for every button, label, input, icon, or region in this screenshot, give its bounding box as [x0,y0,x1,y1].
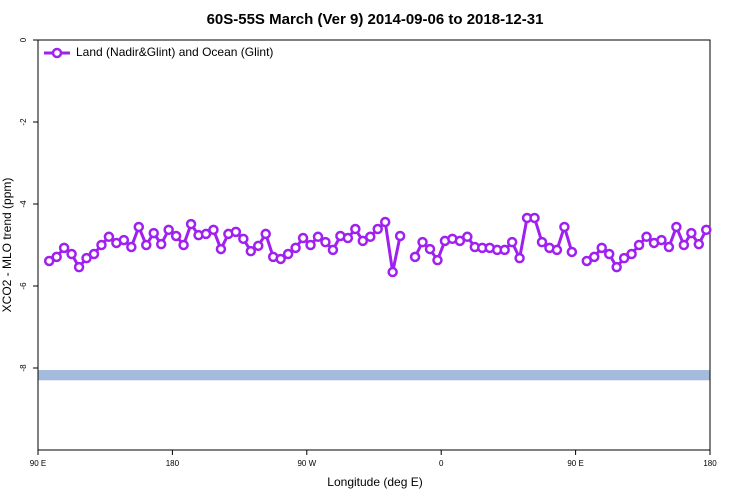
point [215,243,227,255]
point [290,242,301,254]
chart-title: 60S-55S March (Ver 9) 2014-09-06 to 2018… [207,11,544,28]
point [536,236,548,248]
point [559,221,570,233]
point [81,252,92,264]
point [185,218,197,230]
point [43,255,55,267]
y-axis-label: XCO2 - MLO trend (ppm) [0,178,14,313]
point [394,230,406,242]
point [462,231,473,243]
point [379,216,391,228]
point [260,228,271,240]
point [58,242,70,254]
point [275,253,286,265]
point [611,261,622,273]
point [118,234,130,246]
point [603,248,615,260]
y-tick-label: -6 [19,282,28,290]
point [626,248,637,260]
x-tick-label: 180 [703,459,717,468]
point [686,227,697,239]
point [678,239,690,251]
point [529,212,540,224]
point [409,251,421,263]
point [208,224,219,236]
x-tick-label: 90 W [297,459,316,468]
point [701,224,712,236]
point [589,251,600,263]
point [514,252,525,264]
point [170,230,182,242]
point [618,252,630,264]
point [253,240,264,252]
y-tick-label: -2 [19,118,28,126]
point [633,239,645,251]
legend-marker [51,47,63,59]
point [432,254,443,266]
point [305,239,316,251]
series-line [413,216,574,264]
point [551,244,563,256]
point [350,223,361,235]
point [282,248,294,260]
point [312,231,324,243]
point [230,226,242,238]
point [693,238,705,250]
point [320,236,331,248]
plot-frame [37,39,711,451]
point [581,255,593,267]
band [38,370,710,381]
x-tick-label: 90 E [567,459,583,468]
point [245,245,257,257]
point [357,235,369,247]
y-tick-label: -8 [19,364,28,372]
point [73,261,85,273]
point [671,221,682,233]
point [178,239,189,251]
point [200,228,212,240]
point [238,233,249,245]
point [566,246,578,258]
point [656,234,667,246]
point [641,231,652,243]
point [133,221,145,233]
point [424,243,436,255]
point [103,231,115,243]
point [126,241,137,253]
point [51,251,62,263]
point [596,242,607,254]
point [155,238,167,250]
point [663,241,675,253]
point [148,227,159,239]
point [417,236,428,248]
point [66,248,77,260]
point [297,232,309,244]
point [141,239,152,251]
legend-label: Land (Nadir&Glint) and Ocean (Glint) [76,45,273,59]
y-tick-label: -4 [19,200,28,208]
point [365,231,376,243]
point [506,236,518,248]
point [327,244,339,256]
point [499,244,510,256]
point [96,239,107,251]
x-tick-label: 90 E [30,459,46,468]
point [163,224,174,236]
point [372,223,383,235]
x-tick-label: 180 [166,459,180,468]
point [454,235,466,247]
x-tick-label: 0 [439,459,444,468]
x-axis-label: Longitude (deg E) [327,475,422,489]
point [342,232,354,244]
point [387,266,398,278]
point [88,248,100,260]
y-tick-label: 0 [19,37,28,42]
